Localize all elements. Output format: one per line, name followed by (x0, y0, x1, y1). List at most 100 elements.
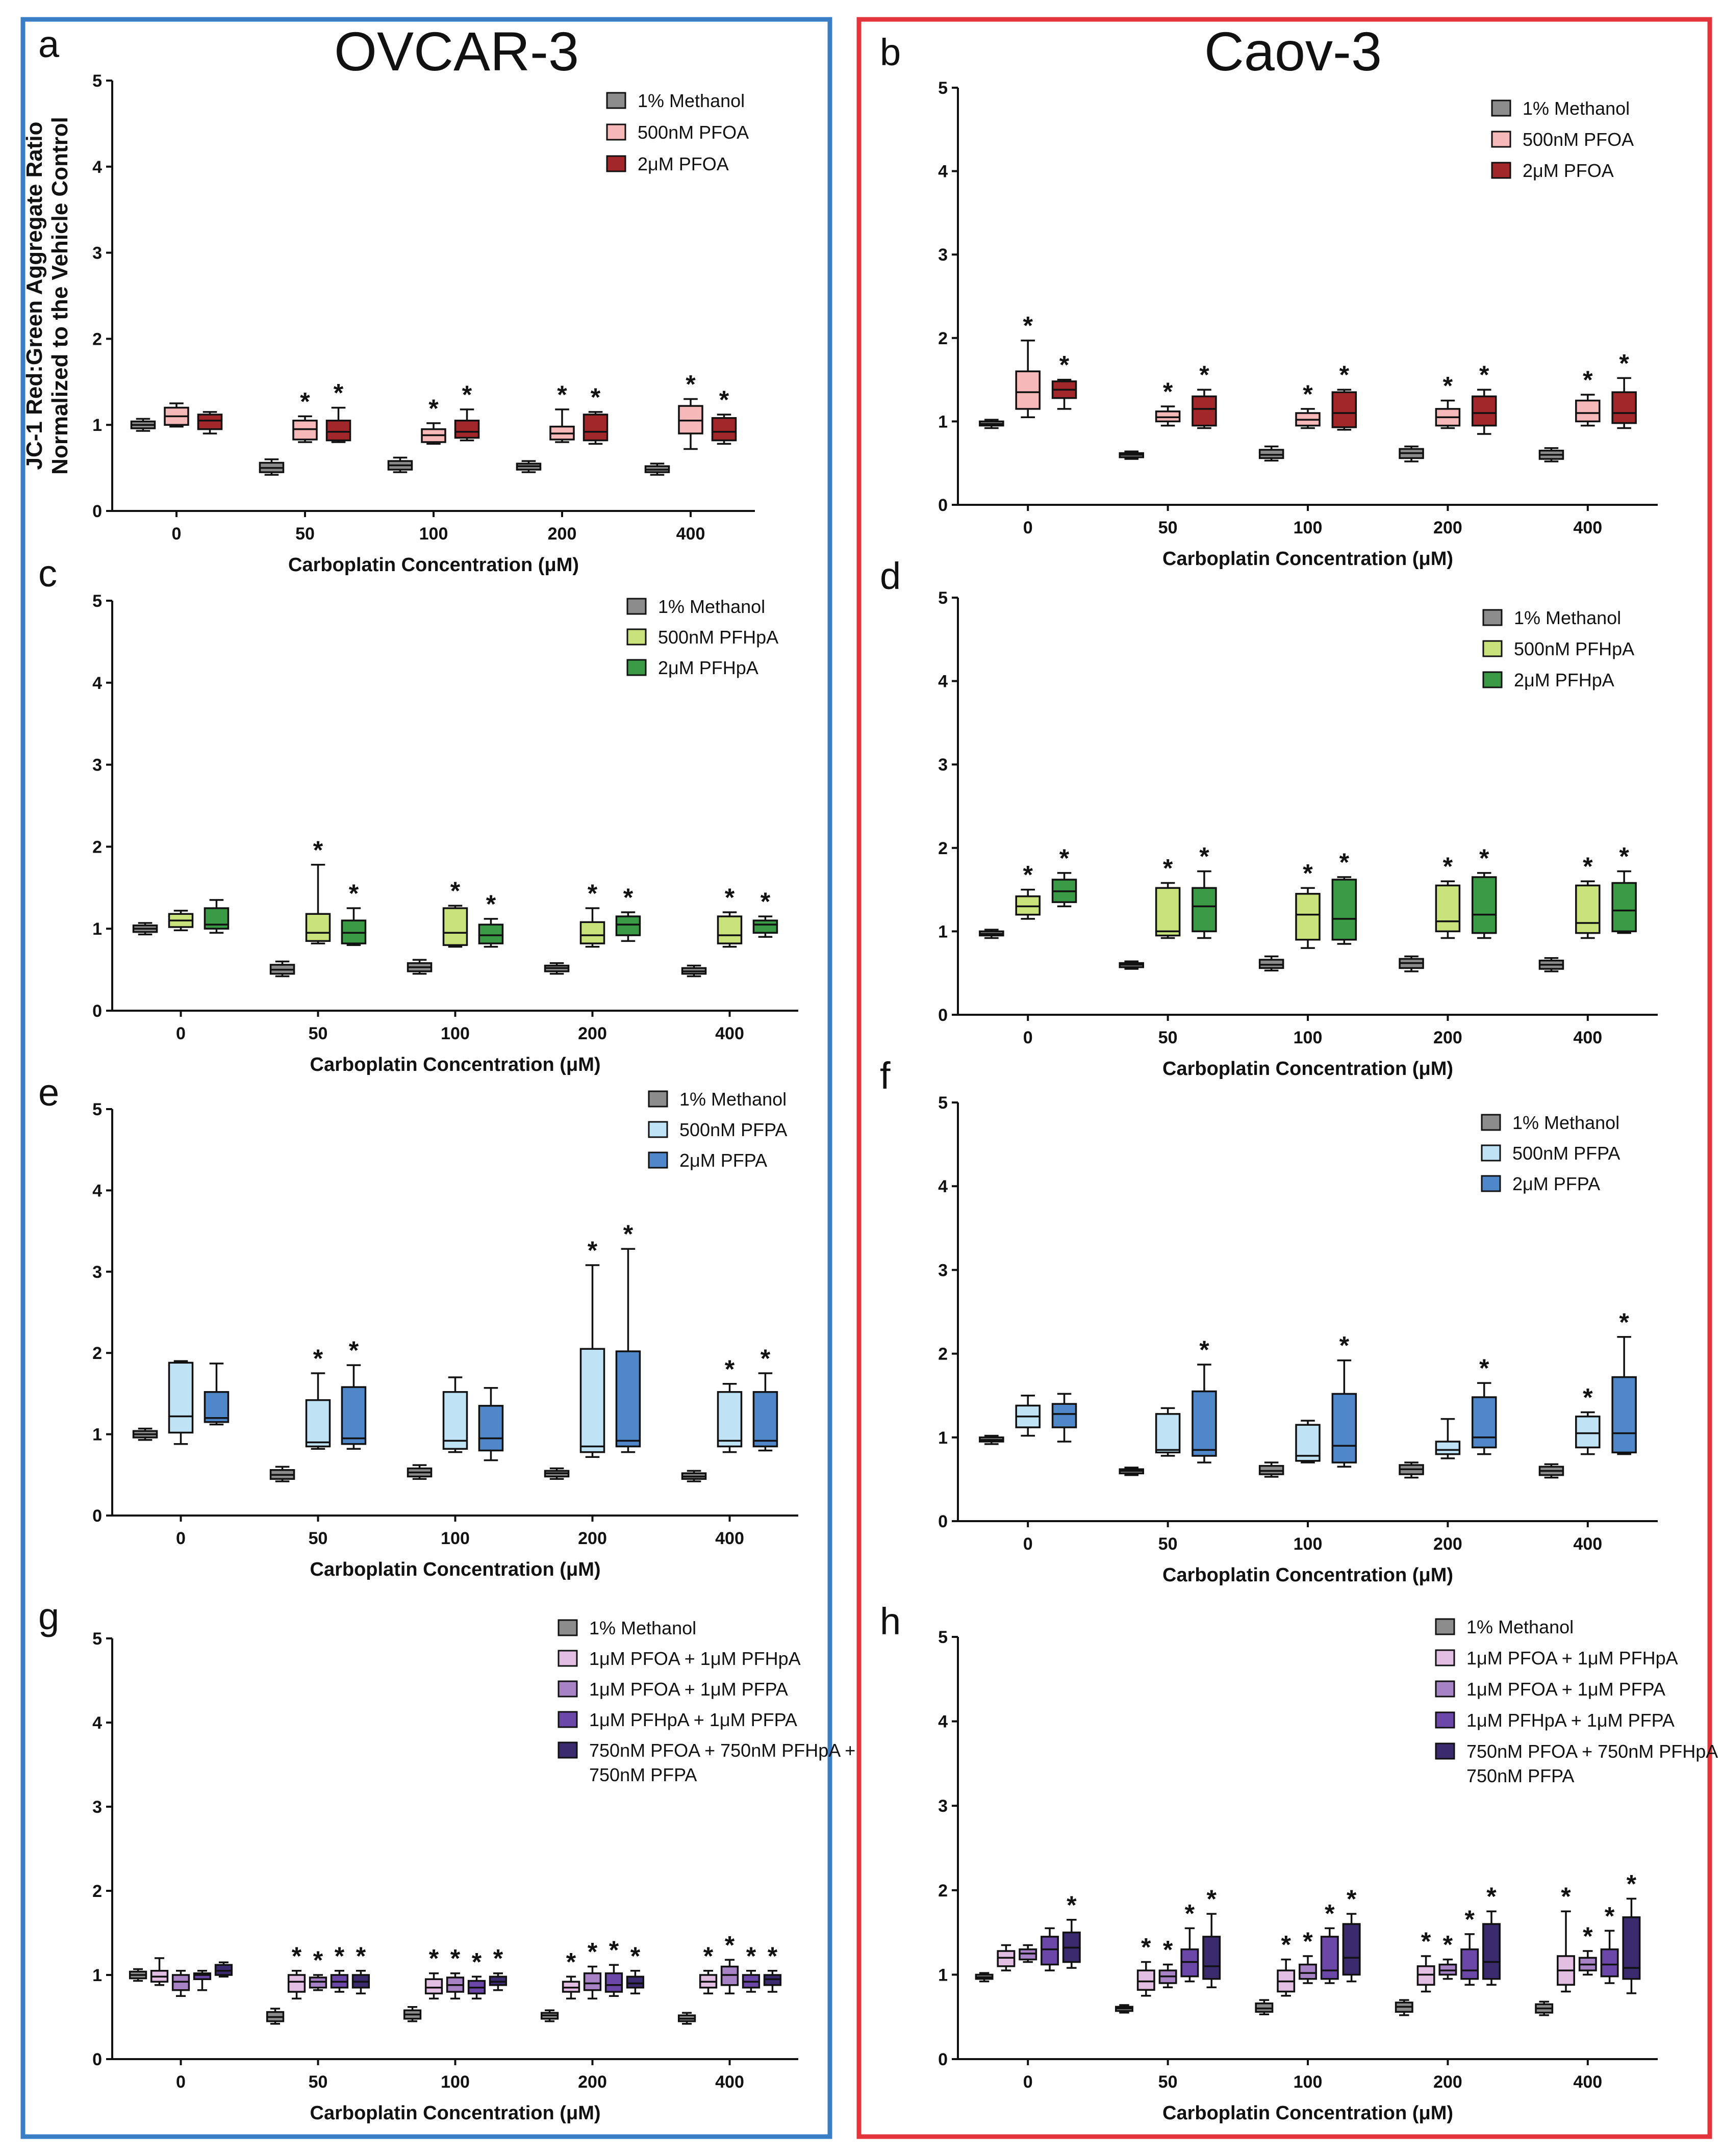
y-tick-label: 1 (92, 919, 102, 939)
box-a-s1-c0 (164, 402, 189, 428)
box-g-s0-c4 (677, 2012, 696, 2025)
significance-star: * (356, 1942, 366, 1970)
y-tick-label: 3 (92, 1263, 102, 1282)
box-h-s0-c0 (975, 1972, 994, 1983)
y-tick-label: 0 (938, 2050, 948, 2069)
significance-star: * (1199, 842, 1209, 871)
y-tick-label: 5 (938, 588, 948, 608)
significance-star: * (335, 1942, 345, 1970)
legend-label: 1% Methanol (1466, 1616, 1574, 1637)
significance-star: * (1339, 1331, 1350, 1360)
y-tick-label: 4 (938, 672, 948, 691)
box-f-s1-c2 (1295, 1420, 1321, 1464)
significance-star: * (1347, 1885, 1357, 1913)
legend-swatch (1482, 640, 1503, 657)
y-tick-label: 1 (938, 922, 948, 941)
box-f-s2-c4: * (1611, 1308, 1637, 1455)
legend-label: 1μM PFOA + 1μM PFHpA (1466, 1648, 1678, 1669)
box-c-s2-c3: * (615, 883, 641, 942)
significance-star: * (334, 378, 344, 407)
box-g-s2-c0 (171, 1970, 190, 1997)
legend-label-line-2: 750nM PFPA (589, 1764, 697, 1785)
box-body (1155, 887, 1181, 937)
x-tick-label: 100 (441, 1024, 470, 1043)
x-tick-label: 100 (1294, 518, 1323, 537)
legend-swatch (1435, 1649, 1455, 1666)
significance-star: * (1023, 861, 1033, 889)
box-f-s0-c4 (1538, 1463, 1564, 1479)
box-g-s4-c0 (214, 1961, 233, 1978)
box-g-s2-c1: * (309, 1946, 327, 1991)
significance-star: * (450, 1944, 461, 1973)
x-tick-label: 100 (419, 524, 448, 544)
significance-star: * (1339, 848, 1350, 877)
significance-star: * (1619, 349, 1629, 377)
box-body (1471, 876, 1497, 934)
box-b-s2-c0: * (1051, 351, 1077, 410)
legend-label: 1% Methanol (1512, 1112, 1619, 1133)
box-h-s4-c2: * (1342, 1885, 1361, 1983)
significance-star: * (719, 386, 729, 414)
x-axis-label: Carboplatin Concentration (μM) (310, 2102, 601, 2124)
x-tick-label: 50 (1158, 518, 1178, 537)
significance-star: * (591, 383, 601, 412)
box-body (1041, 1936, 1059, 1966)
significance-star: * (1059, 844, 1070, 872)
significance-star: * (300, 387, 310, 416)
significance-star: * (1067, 1891, 1077, 1919)
box-a-s2-c0 (197, 411, 223, 434)
box-e-s1-c0 (168, 1360, 194, 1445)
significance-star: * (1163, 1936, 1173, 1964)
box-g-s3-c0 (193, 1970, 212, 1991)
x-tick-label: 400 (715, 1529, 744, 1548)
box-f-s1-c1 (1155, 1407, 1181, 1457)
box-b-s1-c3: * (1435, 372, 1461, 429)
box-g-s0-c2 (403, 2006, 422, 2022)
significance-star: * (1443, 372, 1453, 400)
box-g-s4-c3: * (626, 1942, 645, 1995)
box-g-s1-c3: * (562, 1947, 580, 1999)
box-h-s2-c2: * (1299, 1927, 1317, 1984)
significance-star: * (1443, 1931, 1453, 1959)
y-tick-label: 1 (92, 1425, 102, 1445)
y-tick-label: 1 (938, 1428, 948, 1448)
box-b-s0-c0 (979, 419, 1004, 429)
legend-swatch (606, 155, 626, 172)
box-body (1482, 1923, 1501, 1980)
significance-star: * (1325, 1899, 1335, 1928)
legend-label: 500nM PFOA (638, 122, 749, 143)
box-body (197, 414, 223, 430)
significance-star: * (1619, 1308, 1629, 1337)
legend-swatch (606, 123, 626, 141)
significance-star: * (1141, 1933, 1151, 1962)
y-tick-label: 2 (92, 329, 102, 349)
box-c-s1-c0 (168, 910, 194, 932)
y-tick-label: 5 (92, 1629, 102, 1649)
box-g-s0-c0 (129, 1968, 147, 1982)
panel-letter: e (38, 1071, 59, 1114)
box-f-s0-c0 (979, 1434, 1004, 1445)
significance-star: * (557, 380, 567, 409)
y-tick-label: 0 (938, 1512, 948, 1531)
box-h-s4-c3: * (1482, 1882, 1501, 1986)
box-f-s1-c4: * (1575, 1383, 1601, 1455)
box-body (583, 414, 609, 442)
box-f-s1-c0 (1015, 1394, 1041, 1437)
significance-star: * (1583, 1383, 1593, 1412)
box-a-s1-c3: * (549, 380, 575, 443)
panel-letter: c (38, 552, 57, 595)
significance-star: * (1479, 844, 1489, 872)
box-h-s2-c3: * (1438, 1931, 1457, 1980)
box-body (424, 1978, 443, 1995)
box-g-s4-c2: * (489, 1944, 508, 1991)
significance-star: * (462, 380, 472, 409)
box-d-s2-c0: * (1051, 844, 1077, 908)
y-tick-label: 5 (92, 1100, 102, 1119)
box-g-s2-c2: * (446, 1944, 465, 1999)
box-d-s2-c1: * (1192, 842, 1217, 939)
box-body (1611, 882, 1637, 933)
x-tick-label: 50 (295, 524, 315, 544)
box-body (1575, 884, 1601, 934)
box-body (1611, 391, 1637, 424)
